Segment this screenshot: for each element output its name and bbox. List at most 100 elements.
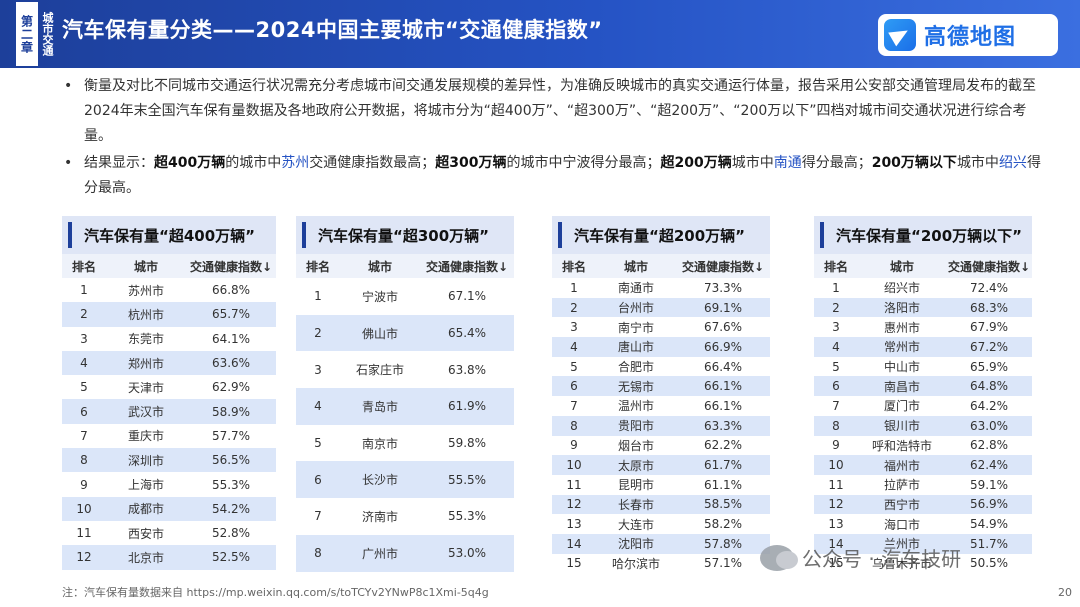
cell-city: 北京市 (127, 550, 164, 565)
cell-value: 64.8% (969, 379, 1009, 394)
cell-city: 西宁市 (883, 497, 920, 512)
cell-city: 上海市 (127, 478, 164, 493)
cell-value: 53.0% (447, 546, 487, 561)
result-bold: 200万辆以下 (871, 155, 957, 171)
table-row: 6 武汉市 58.9% (62, 399, 276, 424)
cell-rank: 8 (314, 546, 322, 561)
amap-logo-icon (884, 19, 916, 51)
cell-city: 唐山市 (617, 340, 654, 355)
cell-city: 银川市 (883, 419, 920, 434)
cell-city: 济南市 (361, 509, 398, 524)
ranking-table-2: 汽车保有量“超300万辆” 排名 城市 交通健康指数↓ 1 宁波市 67.1% 2 佛山市 65.… (296, 216, 514, 572)
cell-rank: 14 (566, 536, 582, 551)
cell-value: 68.3% (969, 300, 1009, 315)
cell-city: 厦门市 (883, 399, 920, 414)
bullet-dot-icon: • (64, 155, 73, 171)
column-header-rank: 排名 (823, 259, 848, 274)
cell-value: 56.5% (211, 453, 251, 468)
cell-value: 55.3% (447, 509, 487, 524)
cell-rank: 10 (828, 458, 844, 473)
chapter-sub-label: 城市交通 (41, 12, 54, 56)
column-header-value: 交通健康指数↓ (681, 259, 765, 274)
cell-rank: 11 (76, 526, 92, 541)
cell-value: 62.9% (211, 380, 251, 395)
cell-rank: 7 (80, 428, 88, 443)
result-text: 城市中 (731, 155, 774, 171)
cell-city: 青岛市 (361, 399, 398, 414)
table-row: 6 无锡市 66.1% (552, 376, 770, 397)
table-row: 12 长春市 58.5% (552, 494, 770, 515)
cell-rank: 4 (314, 399, 322, 414)
cell-rank: 1 (570, 280, 578, 295)
table-row: 4 常州市 67.2% (814, 337, 1032, 357)
column-header-rank: 排名 (305, 259, 330, 274)
cell-rank: 14 (828, 536, 844, 551)
cell-value: 54.9% (969, 517, 1009, 532)
cell-city: 台州市 (617, 301, 654, 316)
table-row: 3 石家庄市 63.8% (296, 351, 514, 389)
ranking-table-1: 汽车保有量“超400万辆” 排名 城市 交通健康指数↓ 1 苏州市 66.8% 2 杭州市 65.… (62, 216, 276, 570)
table-row: 2 佛山市 65.4% (296, 314, 514, 352)
cell-city: 太原市 (617, 458, 654, 473)
cell-value: 54.2% (211, 501, 251, 516)
cell-city: 苏州市 (127, 283, 164, 298)
cell-value: 63.8% (447, 362, 487, 377)
cell-city: 海口市 (883, 517, 920, 532)
table-row: 5 合肥市 66.4% (552, 356, 770, 377)
cell-city: 兰州市 (883, 537, 920, 552)
table-row: 10 成都市 54.2% (62, 496, 276, 521)
cell-rank: 9 (80, 477, 88, 492)
cell-value: 61.9% (447, 399, 487, 414)
cell-city: 洛阳市 (883, 301, 920, 316)
table-row: 4 青岛市 61.9% (296, 388, 514, 425)
cell-city: 乌鲁木齐市 (871, 556, 932, 571)
cell-value: 62.2% (703, 438, 743, 453)
table-row: 4 唐山市 66.9% (552, 337, 770, 357)
cell-value: 58.9% (211, 404, 251, 419)
ranking-table-3: 汽车保有量“超200万辆” 排名 城市 交通健康指数↓ 1 南通市 73.3% 2 台州市 69.… (552, 216, 770, 574)
cell-value: 63.6% (211, 356, 251, 371)
cell-value: 69.1% (703, 300, 743, 315)
table-row: 9 上海市 55.3% (62, 472, 276, 497)
cell-rank: 1 (314, 289, 322, 304)
table-row: 7 重庆市 57.7% (62, 423, 276, 449)
bullet-result: • 结果显示：超400万辆的城市中苏州交通健康指数最高；超300万辆的城市中宁波… (62, 151, 1042, 201)
summary-bullets: • 衡量及对比不同城市交通运行状况需充分考虑城市间交通发展规模的差异性，为准确反… (62, 74, 1042, 201)
table-row: 15 乌鲁木齐市 50.5% (814, 553, 1032, 574)
cell-city: 长沙市 (361, 473, 398, 488)
table-row: 1 绍兴市 72.4% (814, 278, 1032, 298)
table-row: 14 沈阳市 57.8% (552, 533, 770, 554)
cell-rank: 4 (570, 339, 578, 354)
cell-city: 拉萨市 (883, 478, 920, 493)
cell-value: 50.5% (969, 556, 1009, 571)
result-text: 交通健康指数最高； (309, 155, 436, 171)
cell-value: 52.5% (211, 550, 251, 565)
cell-city: 昆明市 (617, 478, 654, 493)
result-text: 的城市中 (225, 155, 282, 171)
table-title: 汽车保有量“超300万辆” (296, 216, 514, 254)
table-row: 5 中山市 65.9% (814, 356, 1032, 377)
cell-rank: 13 (566, 517, 582, 532)
cell-rank: 12 (76, 550, 92, 565)
cell-value: 51.7% (969, 536, 1009, 551)
cell-value: 66.9% (703, 339, 743, 354)
cell-city: 南宁市 (617, 320, 654, 335)
table-row: 5 天津市 62.9% (62, 375, 276, 400)
cell-rank: 6 (570, 379, 578, 394)
table-row: 7 济南市 55.3% (296, 498, 514, 535)
cell-value: 65.7% (211, 307, 251, 322)
cell-city: 宁波市 (361, 289, 398, 304)
cell-value: 58.2% (703, 517, 743, 532)
cell-city: 石家庄市 (355, 363, 404, 378)
cell-value: 56.9% (969, 497, 1009, 512)
cell-rank: 7 (570, 398, 578, 413)
table-row: 6 长沙市 55.5% (296, 461, 514, 499)
cell-city: 烟台市 (617, 438, 654, 453)
table-row: 11 拉萨市 59.1% (814, 474, 1032, 495)
cell-city: 南昌市 (883, 379, 920, 394)
cell-city: 无锡市 (617, 379, 654, 394)
cell-city: 长春市 (617, 497, 654, 512)
table-row: 9 烟台市 62.2% (552, 435, 770, 456)
cell-city: 重庆市 (127, 429, 164, 444)
amap-logo: 高德地图 (878, 14, 1058, 56)
